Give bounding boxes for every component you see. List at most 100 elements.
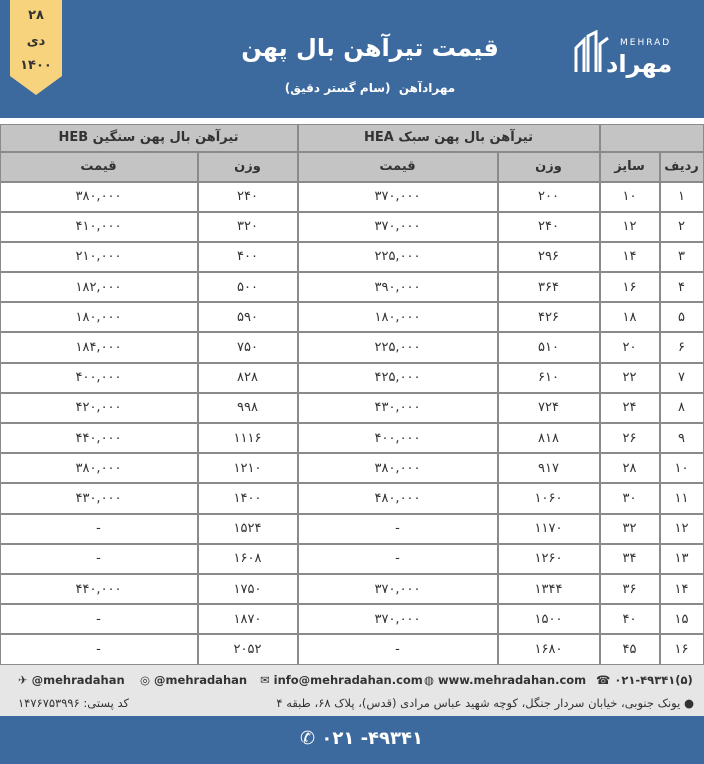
table-cell: ۱۶ xyxy=(659,634,704,665)
table-cell: ۳۶۴ xyxy=(497,272,600,303)
table-cell: ۲۴ xyxy=(599,392,660,423)
group-header: تیرآهن بال پهن سنگین HEB xyxy=(0,123,298,152)
table-cell: ۳۷۰,۰۰۰ xyxy=(297,211,498,242)
table-cell: ۴۰۰,۰۰۰ xyxy=(0,362,198,393)
table-cell: ۱۸ xyxy=(599,302,660,333)
table-cell: ۲ xyxy=(659,211,704,242)
table-cell: ۱۲۶۰ xyxy=(497,543,600,574)
postal-code: کد پستی: ۱۴۷۶۷۵۳۹۹۶ xyxy=(18,696,129,710)
table-cell: ۱۴ xyxy=(599,241,660,273)
table-cell: - xyxy=(297,543,498,574)
table-cell: ۲۲۵,۰۰۰ xyxy=(297,332,498,363)
table-cell: - xyxy=(0,513,198,544)
table-cell: ۴۳۰,۰۰۰ xyxy=(0,483,198,514)
table-cell: ۱۰ xyxy=(599,181,660,212)
address: ● یونک جنوبی، خیابان سردار جنگل، کوچه شه… xyxy=(276,696,694,710)
table-cell: ۳۲۰ xyxy=(197,211,298,242)
table-cell: ۷۵۰ xyxy=(197,332,298,363)
logo-icon xyxy=(574,30,609,72)
table-cell: ۱۸۴,۰۰۰ xyxy=(0,332,198,363)
column-header: وزن xyxy=(497,151,600,182)
logo-latin: MEHRAD xyxy=(620,38,672,48)
table-cell: ۴۲۰,۰۰۰ xyxy=(0,392,198,423)
date-year: ۱۴۰۰ xyxy=(20,58,52,73)
email-text: info@mehradahan.com xyxy=(273,673,423,687)
table-cell: ۲۴۰ xyxy=(497,211,600,242)
table-cell: ۴۳۰,۰۰۰ xyxy=(297,392,498,423)
table-cell: ۱۶ xyxy=(599,272,660,303)
phone: ☎ ۰۲۱-۴۹۳۴۱(۵) xyxy=(596,673,693,687)
table-cell: ۳۹۰,۰۰۰ xyxy=(297,272,498,303)
table-cell: ۸ xyxy=(659,392,704,423)
table-cell: ۱۰ xyxy=(659,453,704,484)
table-cell: ۹۹۸ xyxy=(197,392,298,423)
column-header: سایز xyxy=(599,151,660,182)
table-cell: - xyxy=(0,543,198,574)
table-cell: ۱۲ xyxy=(599,211,660,242)
table-cell: - xyxy=(297,513,498,544)
table-cell: ۷۲۴ xyxy=(497,392,600,423)
table-cell: ۳۸۰,۰۰۰ xyxy=(0,181,198,212)
table-cell: ۵۱۰ xyxy=(497,332,600,363)
table-cell: ۱۲ xyxy=(659,513,704,544)
table-cell: ۳۸۰,۰۰۰ xyxy=(0,453,198,484)
date-day: ۲۸ xyxy=(28,8,44,23)
table-cell: ۵۰۰ xyxy=(197,272,298,303)
table-cell: ۲۰۰ xyxy=(497,181,600,212)
table-cell: ۳۸۰,۰۰۰ xyxy=(297,453,498,484)
table-cell: ۴۰ xyxy=(599,604,660,635)
table-cell: ۱۰۶۰ xyxy=(497,483,600,514)
table-cell: ۱۸۲,۰۰۰ xyxy=(0,272,198,303)
column-header: ردیف xyxy=(659,151,704,182)
column-header: قیمت xyxy=(0,151,198,182)
table-cell: ۳۰ xyxy=(599,483,660,514)
table-cell: ۱۶۸۰ xyxy=(497,634,600,665)
table-cell: ۱۴ xyxy=(659,573,704,605)
table-cell: ۴۱۰,۰۰۰ xyxy=(0,211,198,242)
table-cell: ۱۳ xyxy=(659,543,704,574)
table-cell: ۱۸۷۰ xyxy=(197,604,298,635)
footer-band: ✈ @mehradahan ◎ @mehradahan ✉ info@mehra… xyxy=(0,665,704,716)
column-header: وزن xyxy=(197,151,298,182)
table-cell: ۱۴۰۰ xyxy=(197,483,298,514)
table-cell: ۴۴۰,۰۰۰ xyxy=(0,573,198,605)
subtitle-brand: مهرادآهن xyxy=(398,81,456,95)
table-cell: ۱۱۷۰ xyxy=(497,513,600,544)
website: ◍ www.mehradahan.com xyxy=(424,673,587,687)
table-cell: ۱۳۴۴ xyxy=(497,573,600,605)
phone-text: ۰۲۱-۴۹۳۴۱(۵) xyxy=(614,673,693,687)
table-cell: ۴۲۶ xyxy=(497,302,600,333)
table-cell: ۲۱۰,۰۰۰ xyxy=(0,241,198,273)
table-cell: ۲۰ xyxy=(599,332,660,363)
table-cell: ۱۱۱۶ xyxy=(197,423,298,454)
table-cell: ۳۷۰,۰۰۰ xyxy=(297,573,498,605)
table-cell: ۱۷۵۰ xyxy=(197,573,298,605)
header-blank xyxy=(599,123,704,152)
table-cell: ۲۰۵۲ xyxy=(197,634,298,665)
table-cell: ۱۸۰,۰۰۰ xyxy=(297,302,498,333)
table-cell: ۱ xyxy=(659,181,704,212)
table-cell: ۱۵ xyxy=(659,604,704,635)
column-header: قیمت xyxy=(297,151,498,182)
group-header: تیرآهن بال پهن سبک HEA xyxy=(297,123,600,152)
table-cell: ۲۲۵,۰۰۰ xyxy=(297,241,498,273)
email: ✉ info@mehradahan.com xyxy=(260,673,423,687)
table-cell: ۴۲۵,۰۰۰ xyxy=(297,362,498,393)
table-cell: ۶ xyxy=(659,332,704,363)
date-month: دی xyxy=(26,34,46,49)
table-cell: ۸۱۸ xyxy=(497,423,600,454)
table-cell: ۲۲ xyxy=(599,362,660,393)
table-cell: ۲۴۰ xyxy=(197,181,298,212)
bottom-band: ✆ ۰۲۱ -۴۹۳۴۱ xyxy=(0,716,704,764)
table-cell: ۴۵ xyxy=(599,634,660,665)
table-cell: ۱۶۰۸ xyxy=(197,543,298,574)
table-cell: ۲۸ xyxy=(599,453,660,484)
table-cell: ۷ xyxy=(659,362,704,393)
instagram: ◎ @mehradahan xyxy=(140,673,248,687)
table-cell: ۴۰۰,۰۰۰ xyxy=(297,423,498,454)
table-cell: ۲۶ xyxy=(599,423,660,454)
logo-persian: مهراد xyxy=(606,50,673,78)
table-cell: ۳۷۰,۰۰۰ xyxy=(297,181,498,212)
page-title: قیمت تیرآهن بال پهن xyxy=(241,34,499,62)
